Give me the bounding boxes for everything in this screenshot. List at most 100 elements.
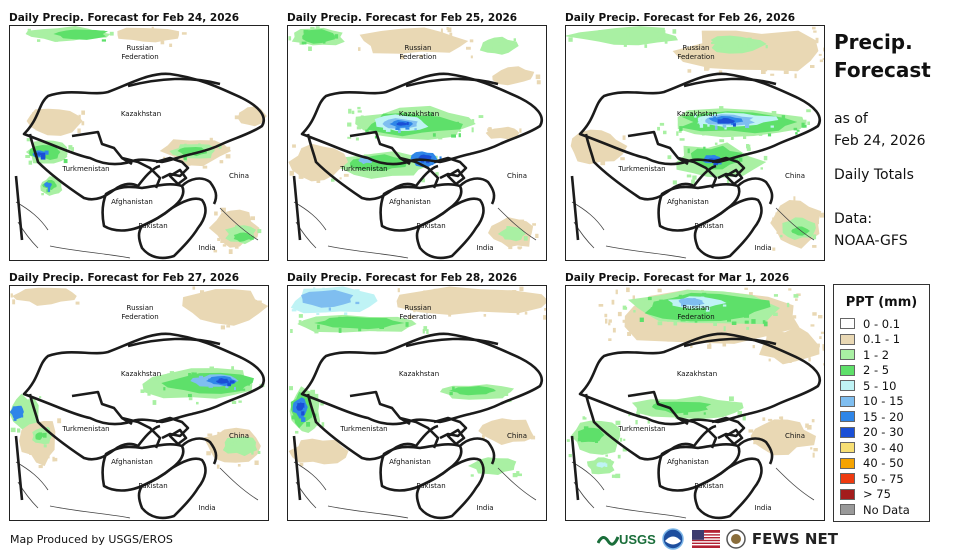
legend-item: 15 - 20	[834, 409, 929, 425]
precip-area	[497, 226, 526, 242]
legend-item: 1 - 2	[834, 347, 929, 363]
precip-speckle	[733, 123, 736, 127]
precip-speckle	[783, 70, 789, 74]
precip-speckle	[726, 154, 730, 159]
info-title-line2: Forecast	[834, 58, 931, 82]
precip-speckle	[806, 214, 809, 218]
precip-speckle	[458, 133, 461, 138]
precip-speckle	[730, 324, 733, 329]
precip-speckle	[52, 456, 55, 462]
country-border	[399, 416, 440, 449]
precip-speckle	[438, 134, 443, 140]
precip-speckle	[207, 433, 213, 437]
precip-speckle	[357, 106, 361, 110]
forecast-panel-1: Daily Precip. Forecast for Feb 24, 2026 …	[9, 11, 271, 261]
precip-speckle	[161, 382, 164, 387]
precip-speckle	[376, 329, 382, 332]
precip-speckle	[615, 289, 618, 295]
precip-speckle	[815, 37, 819, 43]
precip-speckle	[200, 290, 205, 294]
precip-speckle	[683, 117, 688, 121]
precip-speckle	[471, 289, 474, 292]
country-label-kazakhstan: Kazakhstan	[676, 370, 718, 378]
precip-speckle	[374, 135, 378, 139]
precip-speckle	[780, 37, 785, 42]
precip-speckle	[749, 325, 752, 329]
country-label-afghanistan: Afghanistan	[389, 198, 431, 206]
country-border	[121, 416, 162, 449]
precip-speckle	[509, 305, 514, 310]
precip-speckle	[414, 128, 417, 131]
precip-speckle	[723, 326, 726, 332]
precip-speckle	[810, 447, 813, 450]
legend-swatch	[840, 473, 855, 485]
precip-speckle	[796, 293, 801, 296]
precip-speckle	[729, 322, 734, 327]
precip-speckle	[751, 319, 756, 324]
country-label-afghanistan: Afghanistan	[667, 198, 709, 206]
legend-item: 0.1 - 1	[834, 332, 929, 348]
precip-speckle	[666, 338, 670, 342]
precip-speckle	[326, 291, 330, 295]
precip-speckle	[298, 450, 301, 456]
precip-speckle	[770, 125, 774, 128]
precip-speckle	[535, 233, 539, 238]
precip-speckle	[358, 47, 361, 51]
precip-speckle	[518, 426, 523, 432]
precip-speckle	[622, 305, 627, 310]
precip-speckle	[320, 309, 324, 312]
precip-speckle	[737, 410, 742, 415]
precip-speckle	[187, 161, 191, 166]
precip-speckle	[755, 132, 759, 136]
usgs-logo-text: USGS	[619, 531, 656, 547]
precip-speckle	[12, 299, 16, 305]
precip-speckle	[492, 46, 496, 50]
precip-speckle	[354, 328, 359, 331]
precip-speckle	[603, 462, 606, 466]
precip-speckle	[383, 113, 388, 117]
precip-speckle	[659, 122, 665, 126]
precip-speckle	[44, 293, 48, 298]
precip-speckle	[448, 314, 452, 317]
precip-speckle	[153, 380, 159, 385]
precip-speckle	[411, 168, 415, 174]
precip-speckle	[617, 454, 621, 459]
precip-speckle	[615, 473, 621, 479]
precip-area	[302, 29, 335, 44]
country-label-russia: Russian Federation	[399, 304, 437, 321]
precip-speckle	[200, 296, 205, 300]
precip-speckle	[368, 160, 372, 164]
country-label-afghanistan: Afghanistan	[389, 458, 431, 466]
precip-speckle	[582, 416, 586, 420]
legend-item: 40 - 50	[834, 456, 929, 472]
country-border	[693, 197, 763, 260]
precip-speckle	[163, 387, 166, 391]
precip-speckle	[762, 417, 766, 421]
precip-speckle	[657, 321, 663, 326]
precip-speckle	[365, 129, 369, 133]
coastline	[49, 245, 131, 259]
precip-speckle	[768, 52, 771, 55]
precip-speckle	[626, 32, 630, 38]
precip-speckle	[820, 331, 824, 334]
coastline	[327, 505, 409, 519]
precip-speckle	[811, 419, 815, 423]
precip-speckle	[354, 289, 360, 293]
precip-speckle	[376, 171, 382, 174]
precip-speckle	[516, 310, 520, 315]
precip-speckle	[322, 287, 325, 291]
country-label-kazakhstan: Kazakhstan	[120, 110, 162, 118]
country-border	[724, 168, 744, 186]
precip-speckle	[328, 307, 331, 311]
precip-speckle	[688, 110, 691, 113]
precip-speckle	[796, 338, 801, 342]
precip-speckle	[236, 385, 239, 388]
precip-speckle	[690, 345, 693, 348]
precip-speckle	[309, 159, 312, 163]
precip-speckle	[220, 207, 226, 213]
precip-speckle	[702, 337, 705, 340]
precip-speckle	[10, 427, 16, 433]
precip-speckle	[225, 154, 231, 159]
precip-speckle	[312, 442, 317, 447]
country-label-india: India	[198, 244, 216, 252]
